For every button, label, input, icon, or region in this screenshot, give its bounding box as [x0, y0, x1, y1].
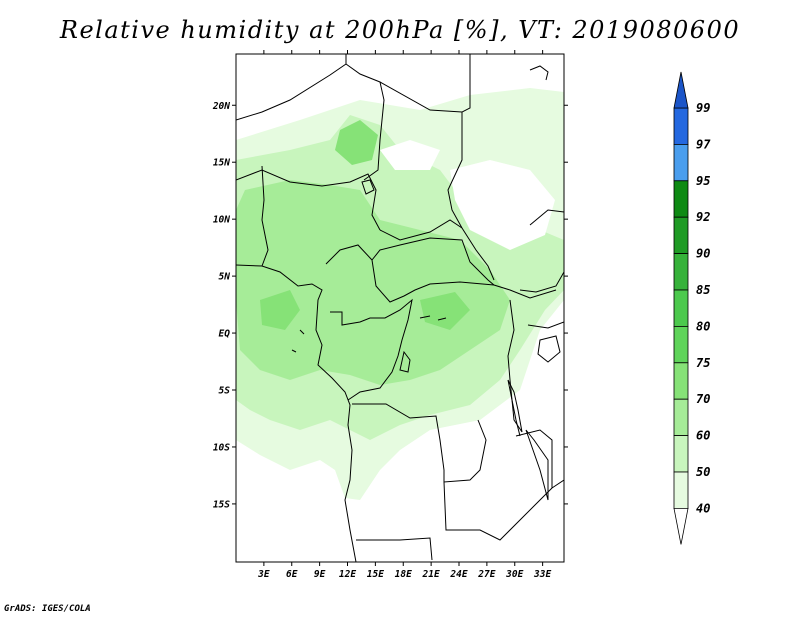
border-libya-sudan: [447, 54, 495, 281]
colorbar-label: 50: [696, 465, 710, 479]
colorbar-box: [673, 107, 689, 145]
coastline-west-africa: [236, 264, 357, 562]
colorbar-label: 99: [696, 101, 710, 115]
colorbar-label: 95: [696, 174, 710, 188]
latitude-axis: 20N 15N 10N 5N EQ 5S 10S 15S: [212, 101, 568, 510]
lon-tick-label: 12E: [339, 569, 356, 580]
border-east-4: [529, 209, 564, 226]
colorbar-box: [673, 325, 689, 364]
colorbar-label: 75: [696, 356, 710, 370]
colorbar-label: 90: [696, 247, 710, 261]
border-drc-east: [507, 299, 521, 437]
humidity-dry-patch: [450, 160, 555, 250]
lon-tick-label: 33E: [533, 569, 551, 580]
humidity-70-75-patch: [260, 290, 300, 330]
map-title: Relative humidity at 200hPa [%], VT: 201…: [59, 16, 741, 44]
small-islands: [291, 315, 447, 353]
colorbar-box: [673, 253, 689, 291]
lat-tick-label: 5N: [219, 272, 231, 283]
border-gabon-congo: [330, 298, 413, 401]
lon-tick-label: 15E: [367, 569, 384, 580]
colorbar-box: [673, 216, 689, 254]
border-niger-chad: [236, 169, 381, 231]
lat-tick-label: EQ: [219, 329, 231, 340]
border-cameroon: [325, 244, 495, 303]
border-sudan-car: [379, 219, 463, 241]
colorbar-label: 70: [696, 392, 710, 406]
colorbar-box: [673, 398, 689, 437]
border-east-3: [515, 429, 564, 489]
border-south: [356, 537, 433, 561]
border-north-2: [345, 63, 463, 113]
river-congo-outline: [399, 350, 411, 373]
colorbar-box: [673, 471, 689, 509]
colorbar: 99 97 95 92 90 85 80 75 70 60 50 40: [673, 71, 711, 545]
lake-victoria-outline: [537, 335, 561, 363]
lon-tick-label: 24E: [449, 569, 467, 580]
colorbar-box: [673, 435, 689, 473]
lat-tick-label: 15S: [213, 499, 230, 510]
nile-coast: [529, 65, 549, 81]
lon-tick-label: 30E: [505, 569, 523, 580]
border-car-south: [371, 237, 557, 299]
lat-tick-label: 5S: [219, 386, 231, 397]
country-borders: [236, 54, 564, 562]
lon-tick-label: 3E: [257, 569, 270, 580]
border-drc-angola: [352, 403, 487, 483]
border-zambia: [443, 481, 553, 541]
map-frame: [235, 53, 565, 563]
colorbar-label: 60: [696, 429, 710, 443]
border-north: [236, 54, 347, 121]
colorbar-box: [673, 143, 689, 182]
colorbar-top-arrow: [673, 71, 689, 109]
lon-tick-label: 9E: [314, 569, 326, 580]
colorbar-label: 97: [696, 137, 711, 151]
lake-tanganyika-outline: [507, 379, 523, 433]
humidity-70-75-patch: [420, 292, 470, 330]
colorbar-label: 85: [696, 283, 710, 297]
lake-chad-outline: [361, 179, 375, 195]
border-east-africa: [519, 271, 564, 293]
humidity-field: [236, 88, 564, 500]
colorbar-box: [673, 180, 689, 218]
colorbar-label: 92: [696, 210, 710, 224]
lat-tick-label: 20N: [212, 101, 230, 112]
humidity-60-70-region: [236, 180, 510, 385]
lat-tick-label: 15N: [213, 158, 230, 169]
colorbar-bottom-arrow: [673, 507, 689, 545]
lon-tick-label: 21E: [422, 569, 440, 580]
lon-tick-label: 18E: [395, 569, 412, 580]
lake-malawi-outline: [525, 429, 549, 501]
border-chad-sudan: [363, 81, 385, 181]
border-west-nigeria: [261, 165, 269, 267]
humidity-70-75-patch: [335, 120, 378, 165]
colorbar-label: 80: [696, 319, 710, 333]
lat-tick-label: 10S: [213, 442, 230, 453]
colorbar-box: [673, 362, 689, 400]
lon-tick-label: 27E: [477, 569, 495, 580]
lat-tick-label: 10N: [213, 215, 230, 226]
longitude-axis: 3E 6E 9E 12E 15E 18E 21E 24E 27E 30E 33E: [257, 50, 551, 580]
credit-label: GrADS: IGES/COLA: [4, 604, 91, 614]
border-east-2: [527, 321, 564, 329]
colorbar-box: [673, 289, 689, 327]
humidity-dry-patch: [380, 140, 440, 170]
lon-tick-label: 6E: [286, 569, 298, 580]
colorbar-label: 40: [696, 501, 710, 515]
